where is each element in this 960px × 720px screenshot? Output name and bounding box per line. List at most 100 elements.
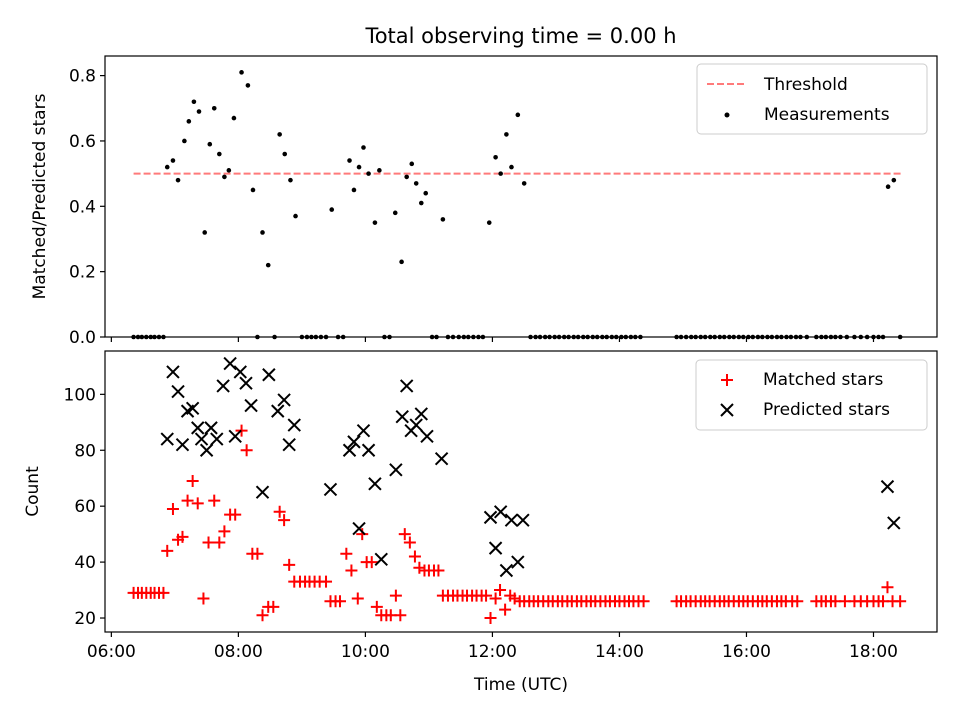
measurement-point: [509, 164, 514, 170]
measurement-point: [265, 262, 271, 268]
measurement-point: [404, 174, 409, 180]
top-y-tick-label: 0.4: [69, 197, 96, 217]
matched-star-point: [484, 612, 497, 625]
matched-star-point: [480, 589, 493, 602]
predicted-star-point: [352, 521, 366, 536]
matched-star-point: [370, 600, 383, 613]
matched-star-point: [166, 502, 179, 515]
bottom-x-axis-label: Time (UTC): [473, 675, 568, 695]
predicted-star-point: [323, 482, 338, 497]
predicted-star-point: [488, 541, 503, 555]
matched-star-point: [229, 508, 242, 521]
predicted-star-point: [887, 516, 901, 530]
measurement-point: [504, 132, 509, 137]
measurement-point: [191, 99, 197, 105]
predicted-star-point: [255, 485, 270, 499]
measurement-point: [486, 220, 492, 225]
predicted-star-point: [356, 423, 371, 438]
measurement-point: [372, 220, 378, 225]
predicted-star-point: [511, 555, 525, 569]
bottom-x-axis: 06:00 08:00 10:00 12:00 14:00 16:00 18:00: [87, 632, 898, 662]
matched-star-point: [186, 475, 199, 488]
predicted-star-point: [194, 432, 209, 446]
predicted-star-point: [409, 418, 423, 432]
measurement-point: [521, 181, 527, 186]
bottom-axes-frame: [104, 350, 938, 633]
measurement-point: [277, 132, 282, 137]
matched-star-point: [340, 547, 353, 560]
predicted-star-point: [223, 356, 237, 371]
measurement-point: [498, 171, 503, 176]
measurement-point: [231, 115, 237, 121]
measurement-point: [440, 217, 446, 222]
matched-star-point: [894, 595, 907, 608]
matched-star-point: [881, 581, 894, 594]
legend-matched-swatch: [721, 374, 733, 386]
measurement-point: [885, 184, 891, 189]
measurement-point: [207, 141, 213, 147]
legend-matched-label: Matched stars: [763, 370, 883, 390]
bottom-x-tick-label: 18:00: [849, 642, 898, 662]
measurement-point: [217, 151, 222, 157]
measurement-point: [361, 145, 366, 150]
measurement-point: [347, 158, 352, 163]
matched-star-point: [345, 564, 358, 577]
legend-threshold-label: Threshold: [763, 75, 848, 95]
matched-star-point: [208, 494, 221, 507]
measurement-point: [226, 168, 232, 173]
predicted-star-point: [504, 513, 519, 527]
matched-star-point: [403, 536, 416, 549]
legend-predicted-label: Predicted stars: [763, 400, 890, 420]
predicted-star-point: [160, 432, 174, 446]
measurement-point: [413, 181, 419, 186]
matched-star-point: [499, 603, 512, 616]
predicted-star-point: [368, 477, 382, 491]
predicted-star-point: [516, 513, 530, 527]
bottom-y-tick-label: 80: [74, 441, 96, 461]
predicted-star-point: [414, 407, 428, 421]
measurement-point: [423, 190, 429, 196]
measurement-point: [186, 119, 192, 124]
matched-star-point: [791, 595, 804, 608]
legend-predicted-swatch: [720, 403, 734, 417]
matched-star-point: [489, 592, 502, 605]
matched-star-point: [394, 609, 407, 622]
bottom-y-tick-label: 20: [74, 609, 96, 629]
matched-star-point: [432, 564, 445, 577]
bottom-legend: Matched stars Predicted stars: [695, 359, 928, 431]
measurement-point: [515, 112, 521, 118]
measurement-point: [245, 83, 251, 88]
measurement-point: [288, 177, 293, 183]
top-y-tick-label: 0.8: [69, 67, 96, 87]
matched-star-point: [408, 550, 421, 563]
top-y-tick-label: 0.0: [69, 328, 96, 348]
matched-star-point: [637, 595, 650, 608]
matched-star-point: [157, 586, 170, 599]
measurement-point: [293, 213, 298, 219]
matched-star-point: [398, 528, 411, 541]
top-axes-frame: [104, 55, 938, 338]
predicted-star-point: [175, 437, 190, 452]
predicted-star-point: [185, 401, 200, 416]
predicted-star-point: [233, 365, 247, 379]
bottom-x-tick-label: 10:00: [341, 642, 390, 662]
matched-star-point: [413, 561, 426, 574]
matched-star-point: [283, 558, 296, 571]
predicted-star-point: [483, 510, 498, 525]
matched-star-point: [240, 444, 253, 457]
measurement-point: [182, 138, 187, 144]
top-y-tick-label: 0.6: [69, 132, 96, 152]
measurement-point: [366, 171, 371, 176]
top-y-axis-label: Matched/Predicted stars: [30, 93, 50, 299]
predicted-star-point: [880, 479, 895, 494]
matched-star-point: [161, 544, 174, 557]
predicted-star-point: [271, 404, 285, 418]
matched-star-point: [191, 497, 204, 510]
matched-star-point: [508, 592, 521, 605]
predicted-star-point: [244, 398, 258, 413]
matched-star-point: [333, 595, 346, 608]
bottom-legend-box: [695, 359, 928, 431]
measurement-point: [351, 187, 357, 193]
predicted-star-point: [287, 418, 301, 432]
bottom-x-tick-label: 14:00: [595, 642, 644, 662]
